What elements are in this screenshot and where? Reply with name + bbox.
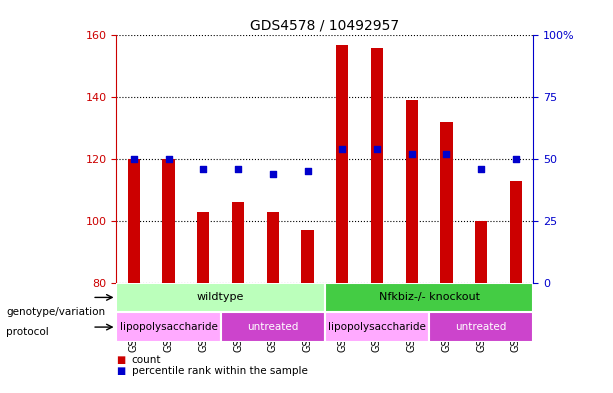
Bar xyxy=(440,122,452,283)
Title: GDS4578 / 10492957: GDS4578 / 10492957 xyxy=(250,19,400,33)
Text: lipopolysaccharide: lipopolysaccharide xyxy=(120,322,218,332)
Bar xyxy=(116,283,325,312)
Bar xyxy=(116,312,221,342)
Bar xyxy=(406,100,418,283)
Point xyxy=(233,166,243,172)
Bar xyxy=(325,312,429,342)
Bar xyxy=(336,45,348,283)
Text: ■: ■ xyxy=(116,366,126,376)
Point xyxy=(303,168,313,174)
Text: genotype/variation: genotype/variation xyxy=(6,307,105,318)
Point xyxy=(129,156,139,162)
Text: lipopolysaccharide: lipopolysaccharide xyxy=(328,322,426,332)
Bar xyxy=(232,202,244,283)
Bar xyxy=(475,221,487,283)
Text: ■: ■ xyxy=(116,354,126,365)
Text: wildtype: wildtype xyxy=(197,292,245,302)
Bar xyxy=(162,159,175,283)
Bar xyxy=(510,181,522,283)
Point xyxy=(268,171,278,177)
Point xyxy=(199,166,208,172)
Text: count: count xyxy=(132,354,161,365)
Point xyxy=(476,166,486,172)
Bar xyxy=(267,211,279,283)
Point xyxy=(407,151,417,157)
Bar xyxy=(221,312,325,342)
Text: Nfkbiz-/- knockout: Nfkbiz-/- knockout xyxy=(379,292,479,302)
Bar xyxy=(371,48,383,283)
Point xyxy=(441,151,451,157)
Point xyxy=(164,156,173,162)
Bar xyxy=(197,211,210,283)
Bar xyxy=(325,283,533,312)
Text: untreated: untreated xyxy=(247,322,299,332)
Text: untreated: untreated xyxy=(455,322,507,332)
Text: percentile rank within the sample: percentile rank within the sample xyxy=(132,366,308,376)
Bar xyxy=(128,159,140,283)
Bar xyxy=(429,312,533,342)
Bar xyxy=(302,230,314,283)
Text: protocol: protocol xyxy=(6,327,49,337)
Point xyxy=(372,146,382,152)
Point xyxy=(337,146,347,152)
Point xyxy=(511,156,521,162)
